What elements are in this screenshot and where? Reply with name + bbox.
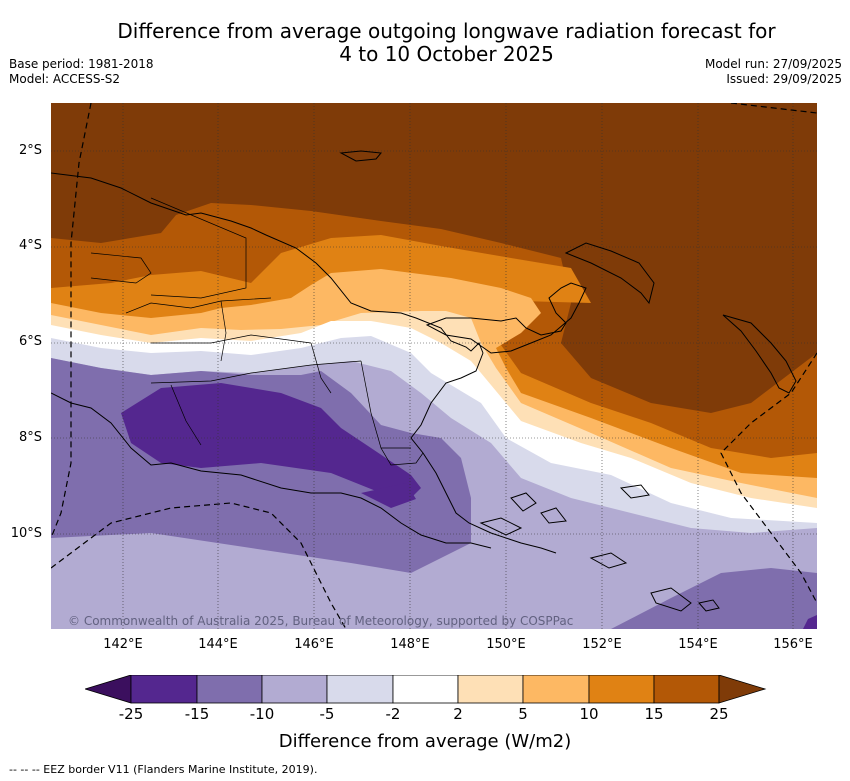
eez-borders [51, 103, 817, 629]
lon-label-150e: 150°E [486, 637, 526, 652]
colorbar-upper-extend [718, 675, 767, 704]
map-panel [51, 103, 817, 629]
colorbar-segment-7 [588, 675, 655, 704]
colorbar-tick-8: 15 [644, 705, 664, 723]
lon-label-144e: 144°E [198, 637, 238, 652]
lat-label-8s: 8°S [18, 430, 42, 445]
lat-label-2s: 2°S [18, 143, 42, 158]
lat-label-6s: 6°S [18, 334, 42, 349]
map-canvas [51, 103, 817, 629]
lon-label-154e: 154°E [678, 637, 718, 652]
anomaly-band-minus-15-25 [121, 383, 421, 498]
lat-label-4s: 4°S [18, 238, 42, 253]
provincial-borders [90, 197, 424, 466]
lon-label-152e: 152°E [582, 637, 622, 652]
colorbar-segment-8 [653, 675, 720, 704]
colorbar-segment-0 [130, 675, 198, 704]
colorbar-lower-extend [85, 675, 132, 704]
lon-label-148e: 148°E [390, 637, 430, 652]
base-period: Base period: 1981-2018 [9, 57, 154, 71]
meta-right: Model run: 27/09/2025 Issued: 29/09/2025 [705, 57, 842, 87]
lon-label-142e: 142°E [103, 637, 143, 652]
colorbar-segment-2 [261, 675, 328, 704]
anomaly-band-below-minus-25 [803, 615, 817, 629]
lon-label-156e: 156°E [773, 637, 813, 652]
colorbar-tick-7: 10 [579, 705, 599, 723]
title-line-2: 4 to 10 October 2025 [339, 42, 554, 66]
graticule [51, 103, 817, 629]
colorbar-segment-1 [196, 675, 263, 704]
meta-left: Base period: 1981-2018 Model: ACCESS-S2 [9, 57, 154, 87]
colorbar [85, 675, 767, 704]
colorbar-segment-3 [326, 675, 394, 704]
model-name: Model: ACCESS-S2 [9, 72, 121, 86]
colorbar-label: Difference from average (W/m2) [278, 731, 572, 752]
colorbar-tick-3: -5 [319, 705, 335, 723]
issued-date: Issued: 29/09/2025 [726, 72, 842, 86]
colorbar-tick-0: -25 [118, 705, 144, 723]
map-title: Difference from average outgoing longwav… [0, 20, 850, 66]
lat-label-10s: 10°S [10, 526, 42, 541]
colorbar-tick-6: 5 [518, 705, 528, 723]
lon-label-146e: 146°E [294, 637, 334, 652]
title-line-1: Difference from average outgoing longwav… [117, 19, 776, 43]
copyright-notice: © Commonwealth of Australia 2025, Bureau… [68, 614, 574, 628]
colorbar-segment-5 [457, 675, 524, 704]
colorbar-tick-1: -15 [184, 705, 210, 723]
colorbar-tick-9: 25 [709, 705, 729, 723]
colorbar-tick-4: -2 [385, 705, 401, 723]
colorbar-tick-5: 2 [453, 705, 463, 723]
colorbar-tick-2: -10 [249, 705, 275, 723]
eez-footnote: -- -- -- EEZ border V11 (Flanders Marine… [9, 763, 318, 776]
colorbar-segment-4 [392, 675, 459, 704]
anomaly-band-minus-10-15-southeast [611, 568, 817, 629]
anomaly-band-minus-15-25-patch [361, 483, 416, 508]
colorbar-segment-6 [522, 675, 590, 704]
model-run: Model run: 27/09/2025 [704, 57, 842, 71]
coastlines [51, 150, 797, 612]
